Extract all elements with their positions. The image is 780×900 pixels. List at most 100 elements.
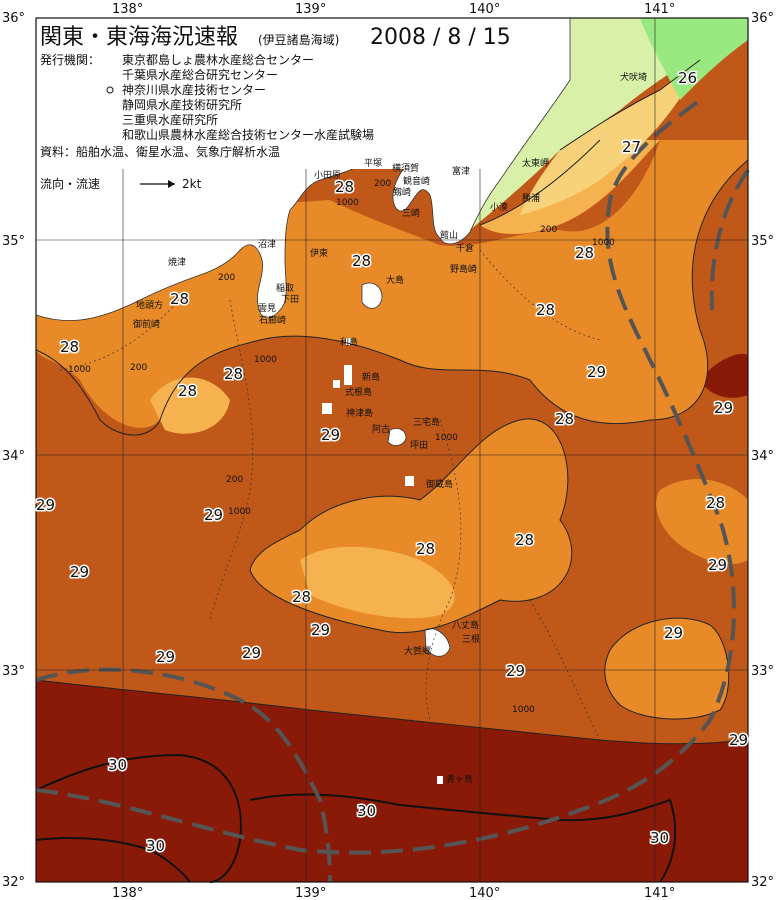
isotherm-label-29a: 29 (587, 363, 606, 381)
depth-label-6: 200 (130, 363, 147, 373)
lat-labels-right: 36° 35° 34° 33° 32° (751, 11, 774, 890)
map-border (35, 17, 749, 883)
depth-label-4: 200 (218, 273, 235, 283)
isotherm-label-29b: 29 (714, 399, 733, 417)
place-numazu: 沼津 (258, 239, 276, 250)
land-mikurajima (405, 476, 414, 486)
place-kozushima: 神津島 (346, 407, 373, 419)
depth-contours (59, 249, 601, 741)
isotherm-lines (35, 59, 749, 745)
isotherm-label-26: 26 (678, 69, 697, 87)
issuer-2: 神奈川県水産技術センター (122, 82, 266, 97)
issuer-0: 東京都島しょ農林水産総合センター (122, 52, 314, 67)
place-inubozaki: 犬吠埼 (620, 71, 647, 83)
header-backdrop (37, 19, 497, 169)
isotherm-label-28h: 28 (178, 382, 197, 400)
place-katsuura: 勝浦 (522, 192, 540, 204)
lat-label-36-left: 36° (2, 11, 25, 26)
lat-label-32-right: 32° (751, 875, 774, 890)
place-niijima: 新島 (362, 371, 380, 383)
zone-30 (36, 680, 748, 882)
issuers-label: 発行機関： (40, 52, 100, 67)
place-ito: 伊東 (310, 247, 328, 259)
map-area-label: (伊豆諸島海域) (258, 32, 339, 47)
place-tateyama: 館山 (440, 229, 458, 241)
place-jitogata: 地頭方 (136, 299, 163, 311)
lon-label-139-bottom: 139° (295, 886, 326, 900)
depth-label-10: 1000 (228, 507, 251, 517)
map-title: 関東・東海海況速報 (40, 25, 238, 50)
place-tsurugisaki: 剱崎 (393, 186, 411, 198)
isotherm-label-28k: 28 (515, 531, 534, 549)
isotherm-label-29k: 29 (506, 662, 525, 680)
place-misaki: 三崎 (402, 207, 420, 219)
issuer-1: 千葉県水産総合研究センター (122, 67, 278, 82)
lat-label-33-left: 33° (2, 664, 25, 679)
zone-colder (640, 18, 748, 100)
lat-labels-left: 36° 35° 34° 33° 32° (2, 11, 25, 890)
isotherm-label-29f: 29 (708, 556, 727, 574)
place-mitsune: 三根 (462, 633, 480, 645)
isotherm-label-29e: 29 (204, 506, 223, 524)
isotherm-label-28a: 28 (335, 178, 354, 196)
zone-30-east (700, 353, 748, 398)
issuer-marker (106, 86, 114, 94)
place-odawara: 小田原 (314, 170, 341, 181)
current-legend-arrowhead (168, 180, 175, 188)
land-shikinejima (333, 380, 340, 388)
issuer-4: 三重県水産研究所 (122, 112, 218, 127)
place-oshima: 大島 (386, 274, 404, 286)
lon-label-138-top: 138° (112, 2, 143, 17)
place-chikura: 千倉 (456, 242, 474, 254)
depth-label-8: 1000 (435, 433, 458, 443)
thick-30-lines (35, 753, 677, 883)
isotherm-label-30d: 30 (650, 829, 669, 847)
lat-label-36-right: 36° (751, 11, 774, 26)
place-nojimazaki: 野島崎 (450, 263, 477, 275)
place-aogashima: 青ヶ島 (446, 773, 473, 785)
isotherm-label-29j: 29 (242, 644, 261, 662)
lat-label-32-left: 32° (2, 875, 25, 890)
land-izu-oshima (361, 282, 383, 309)
current-legend-speed: 2kt (182, 177, 202, 191)
isotherm-label-29l: 29 (729, 731, 748, 749)
place-okago: 大賀郷 (404, 645, 431, 657)
place-hiratsuka: 平塚 (364, 158, 382, 169)
land-miyakejima (387, 428, 407, 446)
isotherm-label-29g: 29 (70, 563, 89, 581)
lon-label-140-bottom: 140° (469, 886, 500, 900)
isotherm-label-29d: 29 (36, 496, 55, 514)
place-toshima: 利島 (340, 336, 358, 348)
isotherm-label-29h: 29 (311, 621, 330, 639)
land-niijima (344, 365, 352, 385)
place-taitomisaki: 太東岬 (522, 157, 549, 169)
depth-label-5: 1000 (68, 365, 91, 375)
isotherm-label-29c: 29 (321, 426, 340, 444)
isotherm-label-28f: 28 (60, 338, 79, 356)
zone-27-patch-b (300, 546, 455, 619)
isotherm-label-28e: 28 (536, 301, 555, 319)
lat-label-35-left: 35° (2, 234, 25, 249)
place-kominato: 小湊 (490, 201, 508, 213)
depth-label-3: 1000 (592, 238, 615, 248)
depth-label-0: 200 (374, 179, 391, 189)
lat-label-35-right: 35° (751, 234, 774, 249)
isotherm-label-28i: 28 (555, 410, 574, 428)
depth-label-11: 1000 (512, 705, 535, 715)
isotherm-label-30c: 30 (146, 837, 165, 855)
depth-label-2: 200 (540, 225, 557, 235)
place-miyakejima: 三宅島 (413, 416, 440, 428)
isotherm-label-30a: 30 (108, 756, 127, 774)
issuer-5: 和歌山県農林水産総合技術センター水産試験場 (122, 127, 374, 142)
lon-label-139-top: 139° (295, 2, 326, 17)
land-kozushima (322, 403, 332, 414)
lat-label-34-right: 34° (751, 449, 774, 464)
isotherm-label-29i: 29 (156, 648, 175, 666)
isotherm-label-28n: 29 (664, 624, 683, 642)
isotherm-label-28c: 28 (575, 244, 594, 262)
place-omaezaki: 御前崎 (133, 318, 160, 330)
place-inatori: 稲取 (276, 282, 294, 294)
data-sources: 資料：船舶水温、衛星水温、気象庁解析水温 (40, 144, 280, 159)
depth-label-9: 200 (226, 475, 243, 485)
